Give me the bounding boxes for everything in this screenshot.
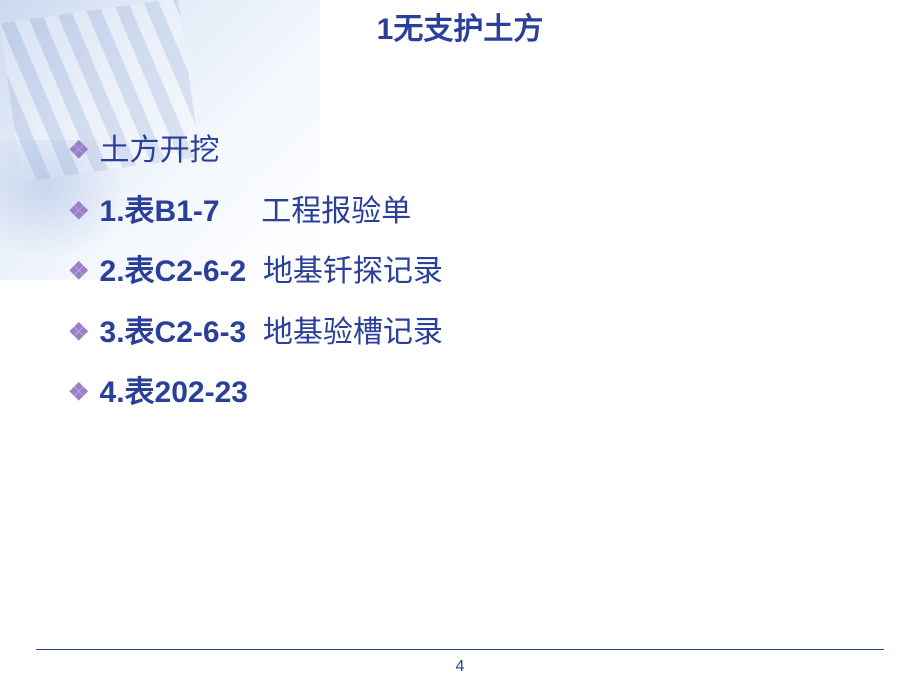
item-label: 工程报验单: [261, 195, 411, 228]
diamond-bullet-icon: ❖: [68, 253, 90, 290]
list-item: ❖ 4.表202-23: [68, 370, 920, 417]
item-number: 2.: [100, 255, 125, 288]
slide-container: 1无支护土方 ❖ 土方开挖 ❖ 1.表B1-7 工程报验单 ❖ 2.表C2-6-…: [0, 0, 920, 690]
list-item: ❖ 3.表C2-6-3 地基验槽记录: [68, 310, 920, 357]
footer-divider: [36, 649, 884, 650]
page-number: 4: [0, 658, 920, 676]
diamond-bullet-icon: ❖: [68, 314, 90, 351]
list-item: ❖ 土方开挖: [68, 128, 920, 175]
item-code: 表B1-7: [125, 195, 220, 228]
page-title: 1无支护土方: [0, 0, 920, 48]
item-code: 表202-23: [125, 376, 248, 409]
item-number: 1.: [100, 195, 125, 228]
diamond-bullet-icon: ❖: [68, 132, 90, 169]
diamond-bullet-icon: ❖: [68, 374, 90, 411]
item-label: 地基验槽记录: [263, 316, 443, 349]
item-code: 表C2-6-2: [125, 255, 247, 288]
item-code: 表C2-6-3: [125, 316, 247, 349]
item-label: 土方开挖: [100, 134, 220, 167]
bullet-list: ❖ 土方开挖 ❖ 1.表B1-7 工程报验单 ❖ 2.表C2-6-2 地基钎探记…: [0, 48, 920, 417]
item-number: 4.: [100, 376, 125, 409]
diamond-bullet-icon: ❖: [68, 193, 90, 230]
item-number: 3.: [100, 316, 125, 349]
list-item: ❖ 1.表B1-7 工程报验单: [68, 189, 920, 236]
item-label: 地基钎探记录: [263, 255, 443, 288]
list-item: ❖ 2.表C2-6-2 地基钎探记录: [68, 249, 920, 296]
